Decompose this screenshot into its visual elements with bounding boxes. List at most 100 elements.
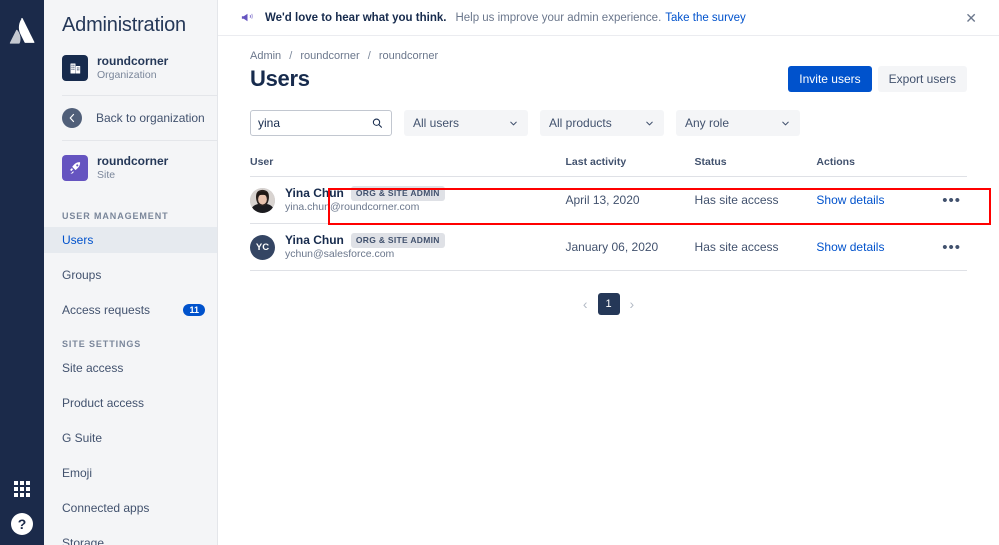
arrow-left-icon <box>62 108 82 128</box>
main-content: We'd love to hear what you think. Help u… <box>218 0 999 545</box>
breadcrumb: Admin / roundcorner / roundcorner <box>250 50 967 66</box>
back-to-organization-link[interactable]: Back to organization <box>44 96 217 140</box>
survey-banner: We'd love to hear what you think. Help u… <box>218 0 999 36</box>
organization-text: roundcorner Organization <box>97 54 169 81</box>
sidebar-site[interactable]: roundcorner Site <box>44 141 217 195</box>
sidebar-section-label-user-management: USER MANAGEMENT <box>62 211 169 221</box>
user-identity: YC Yina Chun ORG & SITE ADMIN ychun@sale… <box>250 233 565 261</box>
atlassian-logo-icon[interactable] <box>9 17 35 44</box>
access-requests-badge: 11 <box>183 304 205 316</box>
sidebar-item-access-requests[interactable]: Access requests 11 <box>44 297 217 323</box>
users-table-body: Yina Chun ORG & SITE ADMIN yina.chun@rou… <box>250 176 967 272</box>
nav-spacer <box>44 381 217 390</box>
breadcrumb-item-org[interactable]: roundcorner <box>300 50 360 62</box>
avatar <box>250 187 275 213</box>
page-content: Admin / roundcorner / roundcorner Users … <box>218 36 999 316</box>
nav-spacer <box>44 486 217 495</box>
dropdown-label: Any role <box>685 116 730 130</box>
column-header-actions: Actions <box>816 156 967 177</box>
sidebar-item-emoji[interactable]: Emoji <box>44 460 217 486</box>
search-field[interactable] <box>250 110 392 136</box>
sidebar-item-storage[interactable]: Storage <box>44 530 217 545</box>
invite-users-button[interactable]: Invite users <box>788 66 872 92</box>
page-header: Users Invite users Export users <box>250 66 967 110</box>
actions-group: Show details ••• <box>816 240 967 255</box>
chevron-down-icon <box>646 121 653 125</box>
more-actions-icon[interactable]: ••• <box>942 238 961 256</box>
avatar: YC <box>250 234 275 260</box>
last-activity-cell: January 06, 2020 <box>565 223 695 272</box>
column-header-last-activity: Last activity <box>565 156 695 177</box>
sidebar-item-users[interactable]: Users <box>44 227 217 253</box>
global-rail: ? <box>0 0 44 545</box>
table-header-row: User Last activity Status Actions <box>250 156 967 177</box>
actions-cell: Show details ••• <box>816 223 967 272</box>
user-name-row: Yina Chun ORG & SITE ADMIN <box>285 233 445 248</box>
sidebar-item-connected-apps[interactable]: Connected apps <box>44 495 217 521</box>
role-badge: ORG & SITE ADMIN <box>350 233 445 248</box>
sidebar-section-label-site-settings: SITE SETTINGS <box>62 339 142 349</box>
sidebar-item-label: Users <box>62 233 94 247</box>
take-the-survey-link[interactable]: Take the survey <box>665 11 746 24</box>
search-icon <box>373 118 383 128</box>
previous-page-icon[interactable]: ‹ <box>582 296 588 313</box>
user-name: Yina Chun <box>285 186 344 200</box>
status-cell: Has site access <box>694 223 817 272</box>
sidebar-item-label: Product access <box>62 396 145 410</box>
nav-spacer <box>44 521 217 530</box>
chevron-down-icon <box>782 121 789 125</box>
close-icon[interactable]: ✕ <box>965 9 977 26</box>
rail-bottom-group: ? <box>11 481 33 545</box>
all-products-dropdown[interactable]: All products <box>540 110 664 136</box>
organization-subtitle: Organization <box>97 68 157 81</box>
sidebar-title: Administration <box>62 14 186 36</box>
table-row[interactable]: YC Yina Chun ORG & SITE ADMIN ychun@sale… <box>250 223 967 272</box>
table-row[interactable]: Yina Chun ORG & SITE ADMIN yina.chun@rou… <box>250 176 967 225</box>
sidebar-item-label: Connected apps <box>62 501 150 515</box>
breadcrumb-separator: / <box>367 50 371 62</box>
sidebar-item-groups[interactable]: Groups <box>44 262 217 288</box>
sidebar-item-site-access[interactable]: Site access <box>44 355 217 381</box>
nav-spacer <box>44 288 217 297</box>
user-email: ychun@salesforce.com <box>285 248 395 261</box>
user-info: Yina Chun ORG & SITE ADMIN ychun@salesfo… <box>285 233 445 261</box>
next-page-icon[interactable]: › <box>629 296 635 313</box>
last-activity-cell: April 13, 2020 <box>565 176 695 225</box>
chevron-down-icon <box>510 121 517 125</box>
sidebar-item-product-access[interactable]: Product access <box>44 390 217 416</box>
more-actions-icon[interactable]: ••• <box>942 191 961 209</box>
dropdown-label: All products <box>549 116 612 130</box>
actions-cell: Show details ••• <box>816 176 967 225</box>
site-name: roundcorner <box>97 154 169 169</box>
breadcrumb-item-admin[interactable]: Admin <box>250 50 282 62</box>
user-name-row: Yina Chun ORG & SITE ADMIN <box>285 186 445 201</box>
sidebar-item-label: Access requests <box>62 303 151 317</box>
show-details-link[interactable]: Show details <box>816 193 885 208</box>
all-users-dropdown[interactable]: All users <box>404 110 528 136</box>
sidebar-divider-1 <box>62 95 217 96</box>
megaphone-icon <box>240 10 256 25</box>
show-details-link[interactable]: Show details <box>816 240 885 255</box>
help-icon[interactable]: ? <box>11 513 33 535</box>
nav-spacer <box>44 416 217 425</box>
sidebar-organization[interactable]: roundcorner Organization <box>44 51 217 95</box>
export-users-button[interactable]: Export users <box>877 66 967 92</box>
back-to-organization-label: Back to organization <box>96 111 205 125</box>
user-email: yina.chun@roundcorner.com <box>285 201 420 213</box>
banner-subtext: Help us improve your admin experience. <box>455 11 662 24</box>
sidebar-item-g-suite[interactable]: G Suite <box>44 425 217 451</box>
breadcrumb-item-site[interactable]: roundcorner <box>378 50 439 62</box>
search-input[interactable] <box>258 116 372 130</box>
app-switcher-grid-icon[interactable] <box>14 481 30 497</box>
sidebar: Administration <box>44 0 218 545</box>
page-actions: Invite users Export users <box>788 66 967 92</box>
rocket-icon <box>62 155 88 181</box>
sidebar-item-label: G Suite <box>62 431 103 445</box>
page-number-1[interactable]: 1 <box>597 293 620 316</box>
sidebar-divider-2 <box>62 140 217 141</box>
any-role-dropdown[interactable]: Any role <box>676 110 800 136</box>
user-name: Yina Chun <box>285 233 344 248</box>
organization-name: roundcorner <box>97 54 169 69</box>
user-info: Yina Chun ORG & SITE ADMIN yina.chun@rou… <box>285 186 445 214</box>
